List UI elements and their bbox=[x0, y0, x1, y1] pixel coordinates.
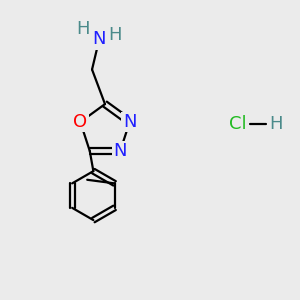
Text: N: N bbox=[92, 30, 106, 48]
Text: H: H bbox=[77, 20, 90, 38]
Text: N: N bbox=[123, 113, 136, 131]
Text: N: N bbox=[113, 142, 127, 160]
Text: Cl: Cl bbox=[230, 115, 247, 133]
Text: O: O bbox=[73, 113, 87, 131]
Text: H: H bbox=[108, 26, 122, 44]
Text: H: H bbox=[269, 115, 282, 133]
